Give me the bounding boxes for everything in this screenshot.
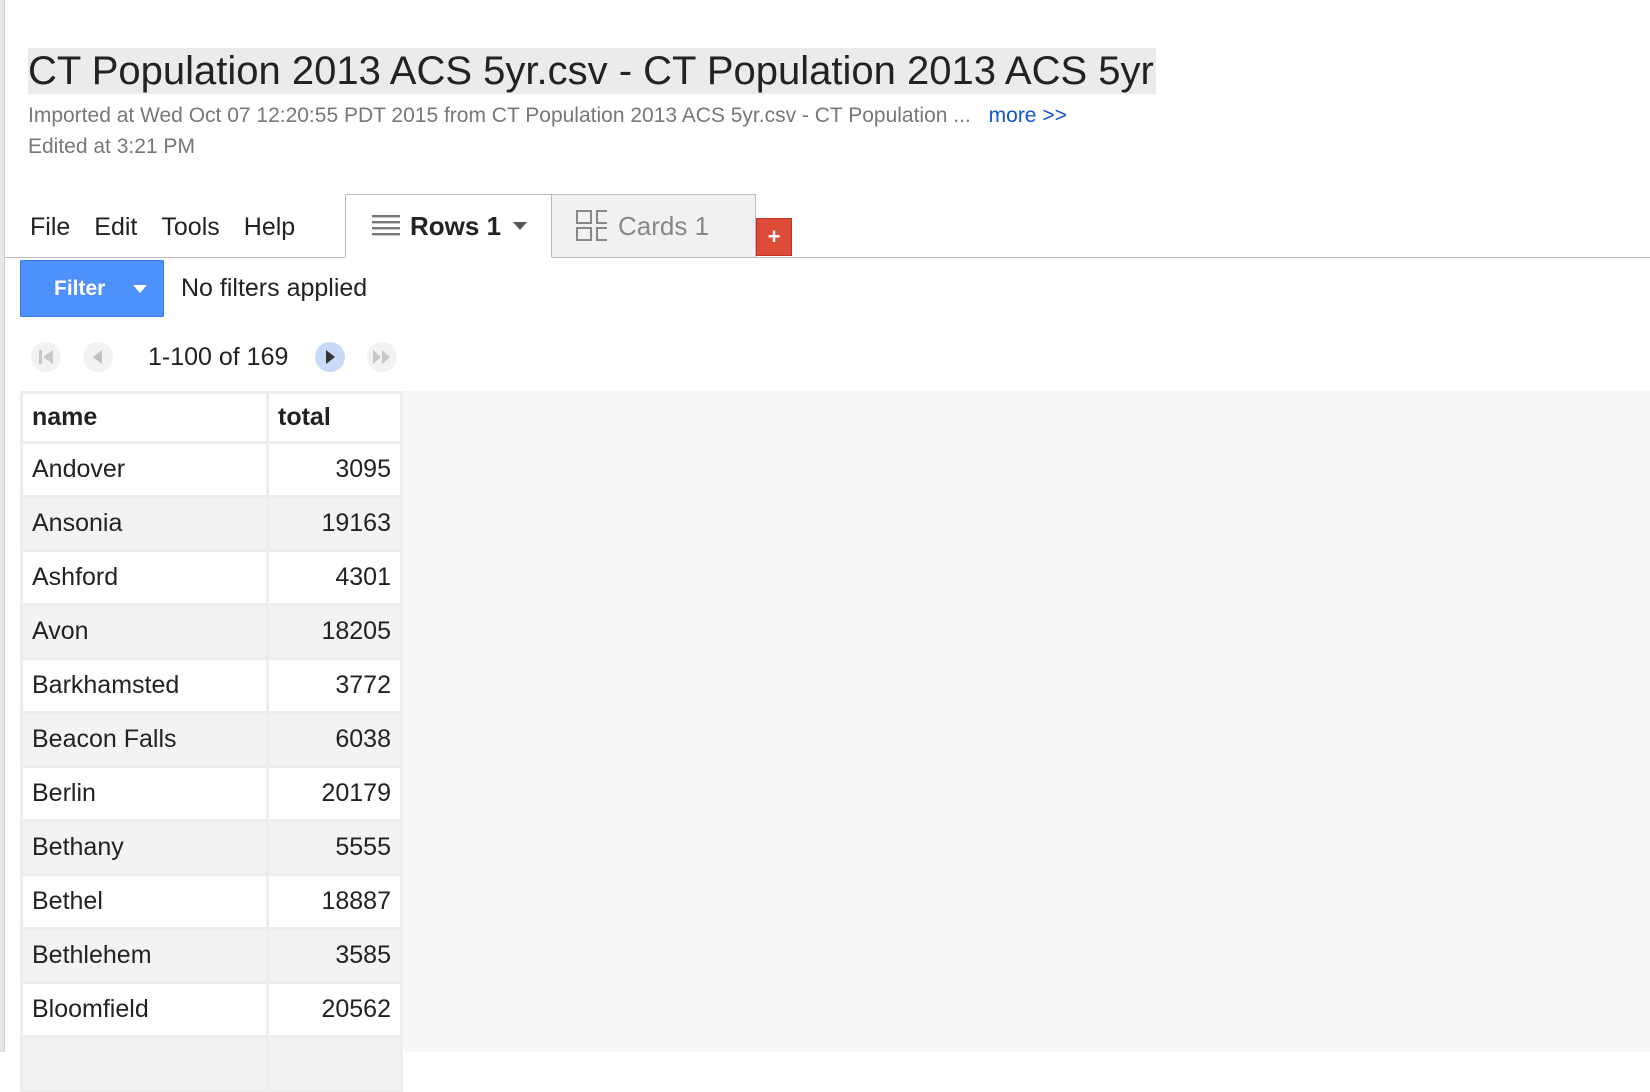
table-row[interactable]: Ashford 4301 bbox=[20, 549, 403, 606]
page-range: 1-100 of 169 bbox=[148, 342, 289, 371]
filter-status: No filters applied bbox=[181, 274, 368, 302]
cell-total[interactable]: 4301 bbox=[266, 549, 403, 606]
pagination: 1-100 of 169 bbox=[30, 341, 398, 373]
column-header-total[interactable]: total bbox=[266, 391, 403, 444]
import-info: Imported at Wed Oct 07 12:20:55 PDT 2015… bbox=[28, 100, 1156, 131]
tab-cards-label: Cards 1 bbox=[618, 210, 710, 241]
cell-total[interactable]: 3585 bbox=[266, 927, 403, 984]
last-page-icon[interactable] bbox=[366, 341, 398, 373]
menu-edit[interactable]: Edit bbox=[94, 213, 138, 241]
import-text: Imported at Wed Oct 07 12:20:55 PDT 2015… bbox=[28, 104, 971, 127]
menu-file[interactable]: File bbox=[30, 213, 71, 241]
cell-total[interactable]: 19163 bbox=[266, 495, 403, 552]
menu-tools[interactable]: Tools bbox=[161, 213, 220, 241]
cell-total[interactable]: 3095 bbox=[266, 441, 403, 498]
menu-help[interactable]: Help bbox=[243, 213, 296, 241]
tab-cards[interactable]: Cards 1 bbox=[551, 194, 756, 258]
cell-name[interactable]: Andover bbox=[20, 441, 269, 498]
table-row[interactable]: Bloomfield 20562 bbox=[20, 981, 403, 1038]
cell-total[interactable]: 20179 bbox=[266, 765, 403, 822]
table-row[interactable] bbox=[20, 1035, 403, 1092]
tab-rows-label: Rows 1 bbox=[410, 210, 502, 241]
cell-name[interactable]: Avon bbox=[20, 603, 269, 660]
table-row[interactable]: Barkhamsted 3772 bbox=[20, 657, 403, 714]
table-row[interactable]: Avon 18205 bbox=[20, 603, 403, 660]
cell-name[interactable]: Bethlehem bbox=[20, 927, 269, 984]
rows-list-icon bbox=[372, 213, 400, 239]
filter-button[interactable]: Filter bbox=[20, 260, 164, 317]
table-row[interactable]: Ansonia 19163 bbox=[20, 495, 403, 552]
cell-total[interactable]: 6038 bbox=[266, 711, 403, 768]
cards-grid-icon bbox=[576, 210, 608, 242]
page-title[interactable]: CT Population 2013 ACS 5yr.csv - CT Popu… bbox=[28, 48, 1156, 94]
cell-name[interactable]: Bethel bbox=[20, 873, 269, 930]
cell-total[interactable]: 5555 bbox=[266, 819, 403, 876]
edited-info: Edited at 3:21 PM bbox=[28, 135, 195, 158]
cell-total[interactable]: 3772 bbox=[266, 657, 403, 714]
window-left-edge bbox=[0, 0, 5, 1052]
cell-name[interactable]: Ansonia bbox=[20, 495, 269, 552]
table-row[interactable]: Beacon Falls 6038 bbox=[20, 711, 403, 768]
table-row[interactable]: Berlin 20179 bbox=[20, 765, 403, 822]
tab-divider bbox=[4, 257, 1650, 258]
filter-button-label: Filter bbox=[54, 276, 106, 300]
cell-total[interactable]: 18205 bbox=[266, 603, 403, 660]
table-row[interactable]: Bethel 18887 bbox=[20, 873, 403, 930]
tab-rows[interactable]: Rows 1 bbox=[345, 194, 552, 258]
cell-name[interactable]: Bethany bbox=[20, 819, 269, 876]
add-tab-button[interactable]: + bbox=[756, 218, 792, 256]
cell-total-partial[interactable] bbox=[266, 1035, 403, 1092]
table-row[interactable]: Bethany 5555 bbox=[20, 819, 403, 876]
cell-total[interactable]: 18887 bbox=[266, 873, 403, 930]
table-row[interactable]: Bethlehem 3585 bbox=[20, 927, 403, 984]
first-page-icon[interactable] bbox=[30, 341, 62, 373]
cell-name-partial[interactable] bbox=[20, 1035, 269, 1092]
cell-name[interactable]: Berlin bbox=[20, 765, 269, 822]
next-page-icon[interactable] bbox=[314, 341, 346, 373]
column-header-name[interactable]: name bbox=[20, 391, 269, 444]
filter-dropdown-icon[interactable] bbox=[133, 284, 148, 294]
cell-total[interactable]: 20562 bbox=[266, 981, 403, 1038]
cell-name[interactable]: Bloomfield bbox=[20, 981, 269, 1038]
chevron-down-icon[interactable] bbox=[513, 221, 528, 231]
prev-page-icon[interactable] bbox=[82, 341, 114, 373]
cell-name[interactable]: Beacon Falls bbox=[20, 711, 269, 768]
cell-name[interactable]: Barkhamsted bbox=[20, 657, 269, 714]
table-header: CT Population 2013 ACS 5yr.csv - CT Popu… bbox=[28, 48, 1156, 162]
more-link[interactable]: more >> bbox=[988, 104, 1067, 127]
data-table: name total Andover 3095 Ansonia 19163 As… bbox=[20, 391, 403, 1092]
table-header-row: name total bbox=[20, 391, 403, 444]
cell-name[interactable]: Ashford bbox=[20, 549, 269, 606]
table-row[interactable]: Andover 3095 bbox=[20, 441, 403, 498]
menu-bar: File Edit Tools Help bbox=[30, 213, 295, 242]
